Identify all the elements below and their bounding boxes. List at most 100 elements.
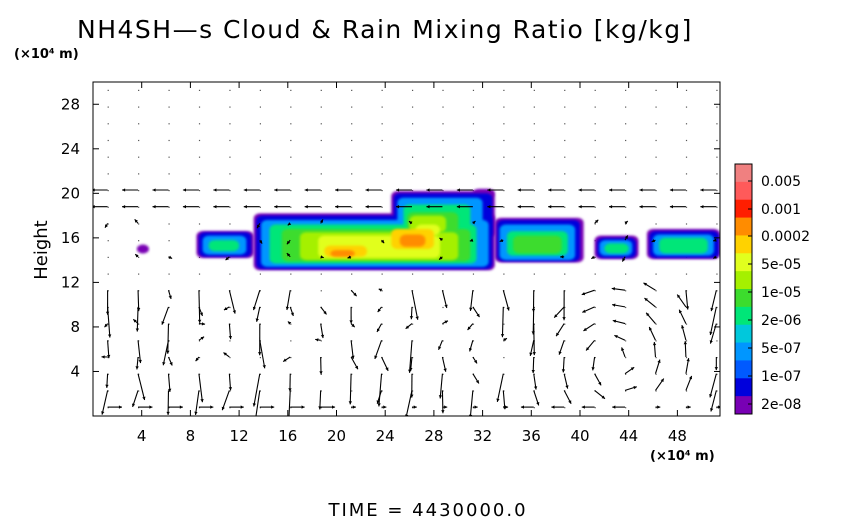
grid-dot xyxy=(625,156,627,158)
wind-vector-head xyxy=(533,386,538,390)
grid-dot xyxy=(290,340,292,342)
wind-vector-head xyxy=(199,312,203,316)
wind-vector-head xyxy=(609,205,613,209)
grid-dot xyxy=(685,273,688,275)
grid-dot xyxy=(168,156,170,158)
wind-vector xyxy=(441,390,444,414)
grid-dot xyxy=(625,189,627,192)
grid-dot xyxy=(381,390,383,392)
wind-vector-head xyxy=(168,295,172,299)
grid-dot xyxy=(472,89,475,91)
wind-vector xyxy=(137,340,142,364)
wind-vector-head xyxy=(166,350,170,354)
wind-vector xyxy=(502,290,510,311)
x-tick-label: 40 xyxy=(570,427,589,445)
grid-dot xyxy=(655,89,657,91)
grid-dot xyxy=(229,306,231,309)
grid-dot xyxy=(716,323,718,325)
wind-vector-head xyxy=(487,188,491,192)
grid-dot xyxy=(198,356,201,359)
grid-dot xyxy=(442,189,444,192)
grid-dot xyxy=(472,106,475,108)
cloud-contour xyxy=(513,235,562,254)
wind-vector-head xyxy=(500,334,505,338)
wind-vector-head xyxy=(624,235,628,239)
wind-vector-head xyxy=(195,357,199,362)
grid-dot xyxy=(625,356,627,359)
wind-vector-head xyxy=(591,367,595,371)
grid-dot xyxy=(411,407,414,409)
wind-vector-head xyxy=(221,406,225,411)
wind-vector-head xyxy=(223,352,227,356)
colorbar-swatch xyxy=(735,235,752,254)
wind-vector-head xyxy=(377,403,381,407)
grid-dot xyxy=(594,223,596,225)
grid-dot xyxy=(168,340,170,342)
wind-vector-head xyxy=(232,310,236,314)
wind-vector-head xyxy=(169,362,173,366)
wind-vector xyxy=(288,390,291,416)
grid-dot xyxy=(290,373,292,375)
colorbar-swatch xyxy=(735,181,752,201)
wind-vector-head xyxy=(225,256,229,261)
grid-dot xyxy=(411,123,414,125)
colorbar-swatch xyxy=(735,289,752,308)
grid-dot xyxy=(685,206,688,208)
wind-vector-head xyxy=(161,321,165,325)
grid-dot xyxy=(594,356,596,359)
grid-dot xyxy=(442,123,444,125)
vector-field xyxy=(93,188,720,416)
grid-dot xyxy=(351,123,353,125)
wind-vector-head xyxy=(320,255,324,259)
cloud-contour xyxy=(399,234,426,247)
wind-vector-head xyxy=(532,352,536,356)
grid-dot xyxy=(411,356,414,359)
wind-vector-head xyxy=(709,394,713,398)
wind-vector-head xyxy=(714,367,718,371)
grid-dot xyxy=(411,156,414,158)
grid-dot xyxy=(198,106,201,108)
grid-dot xyxy=(168,189,170,192)
wind-vector-head xyxy=(503,338,507,342)
grid-dot xyxy=(716,173,718,175)
y-tick-label: 8 xyxy=(70,318,80,336)
grid-dot xyxy=(564,156,566,158)
grid-dot xyxy=(229,390,231,392)
wind-vector-head xyxy=(612,303,616,307)
grid-dot xyxy=(320,356,322,359)
wind-vector-head xyxy=(441,410,445,414)
wind-vector-head xyxy=(586,347,590,351)
colorbar-swatch xyxy=(735,360,752,379)
grid-dot xyxy=(442,323,444,325)
grid-dot xyxy=(138,390,140,392)
grid-dot xyxy=(533,206,535,208)
grid-dot xyxy=(685,373,688,375)
y-tick-label: 20 xyxy=(61,184,80,202)
grid-dot xyxy=(351,273,353,275)
wind-vector-head xyxy=(426,205,430,209)
x-tick-label: 20 xyxy=(327,427,346,445)
grid-dot xyxy=(503,173,505,175)
colorbar-label: 2e-06 xyxy=(761,313,801,329)
wind-vector-head xyxy=(304,205,308,209)
grid-dot xyxy=(625,273,627,275)
colorbar-swatch xyxy=(735,164,752,183)
wind-vector xyxy=(439,373,443,399)
grid-dot xyxy=(655,156,657,158)
chart-title: NH4SH—s Cloud & Rain Mixing Ratio [kg/kg… xyxy=(77,15,693,44)
grid-dot xyxy=(138,106,140,108)
wind-vector-head xyxy=(122,205,126,209)
grid-dot xyxy=(564,173,566,175)
grid-dot xyxy=(320,123,322,125)
wind-vector xyxy=(198,290,201,323)
wind-vector-head xyxy=(548,188,552,192)
grid-dot xyxy=(685,123,688,125)
grid-dot xyxy=(472,189,475,192)
wind-vector-head xyxy=(686,358,690,362)
wind-vector-head xyxy=(152,188,156,192)
grid-dot xyxy=(138,123,140,125)
colorbar-label: 0.0002 xyxy=(761,229,810,245)
grid-dot xyxy=(716,390,718,392)
grid-dot xyxy=(259,173,261,175)
